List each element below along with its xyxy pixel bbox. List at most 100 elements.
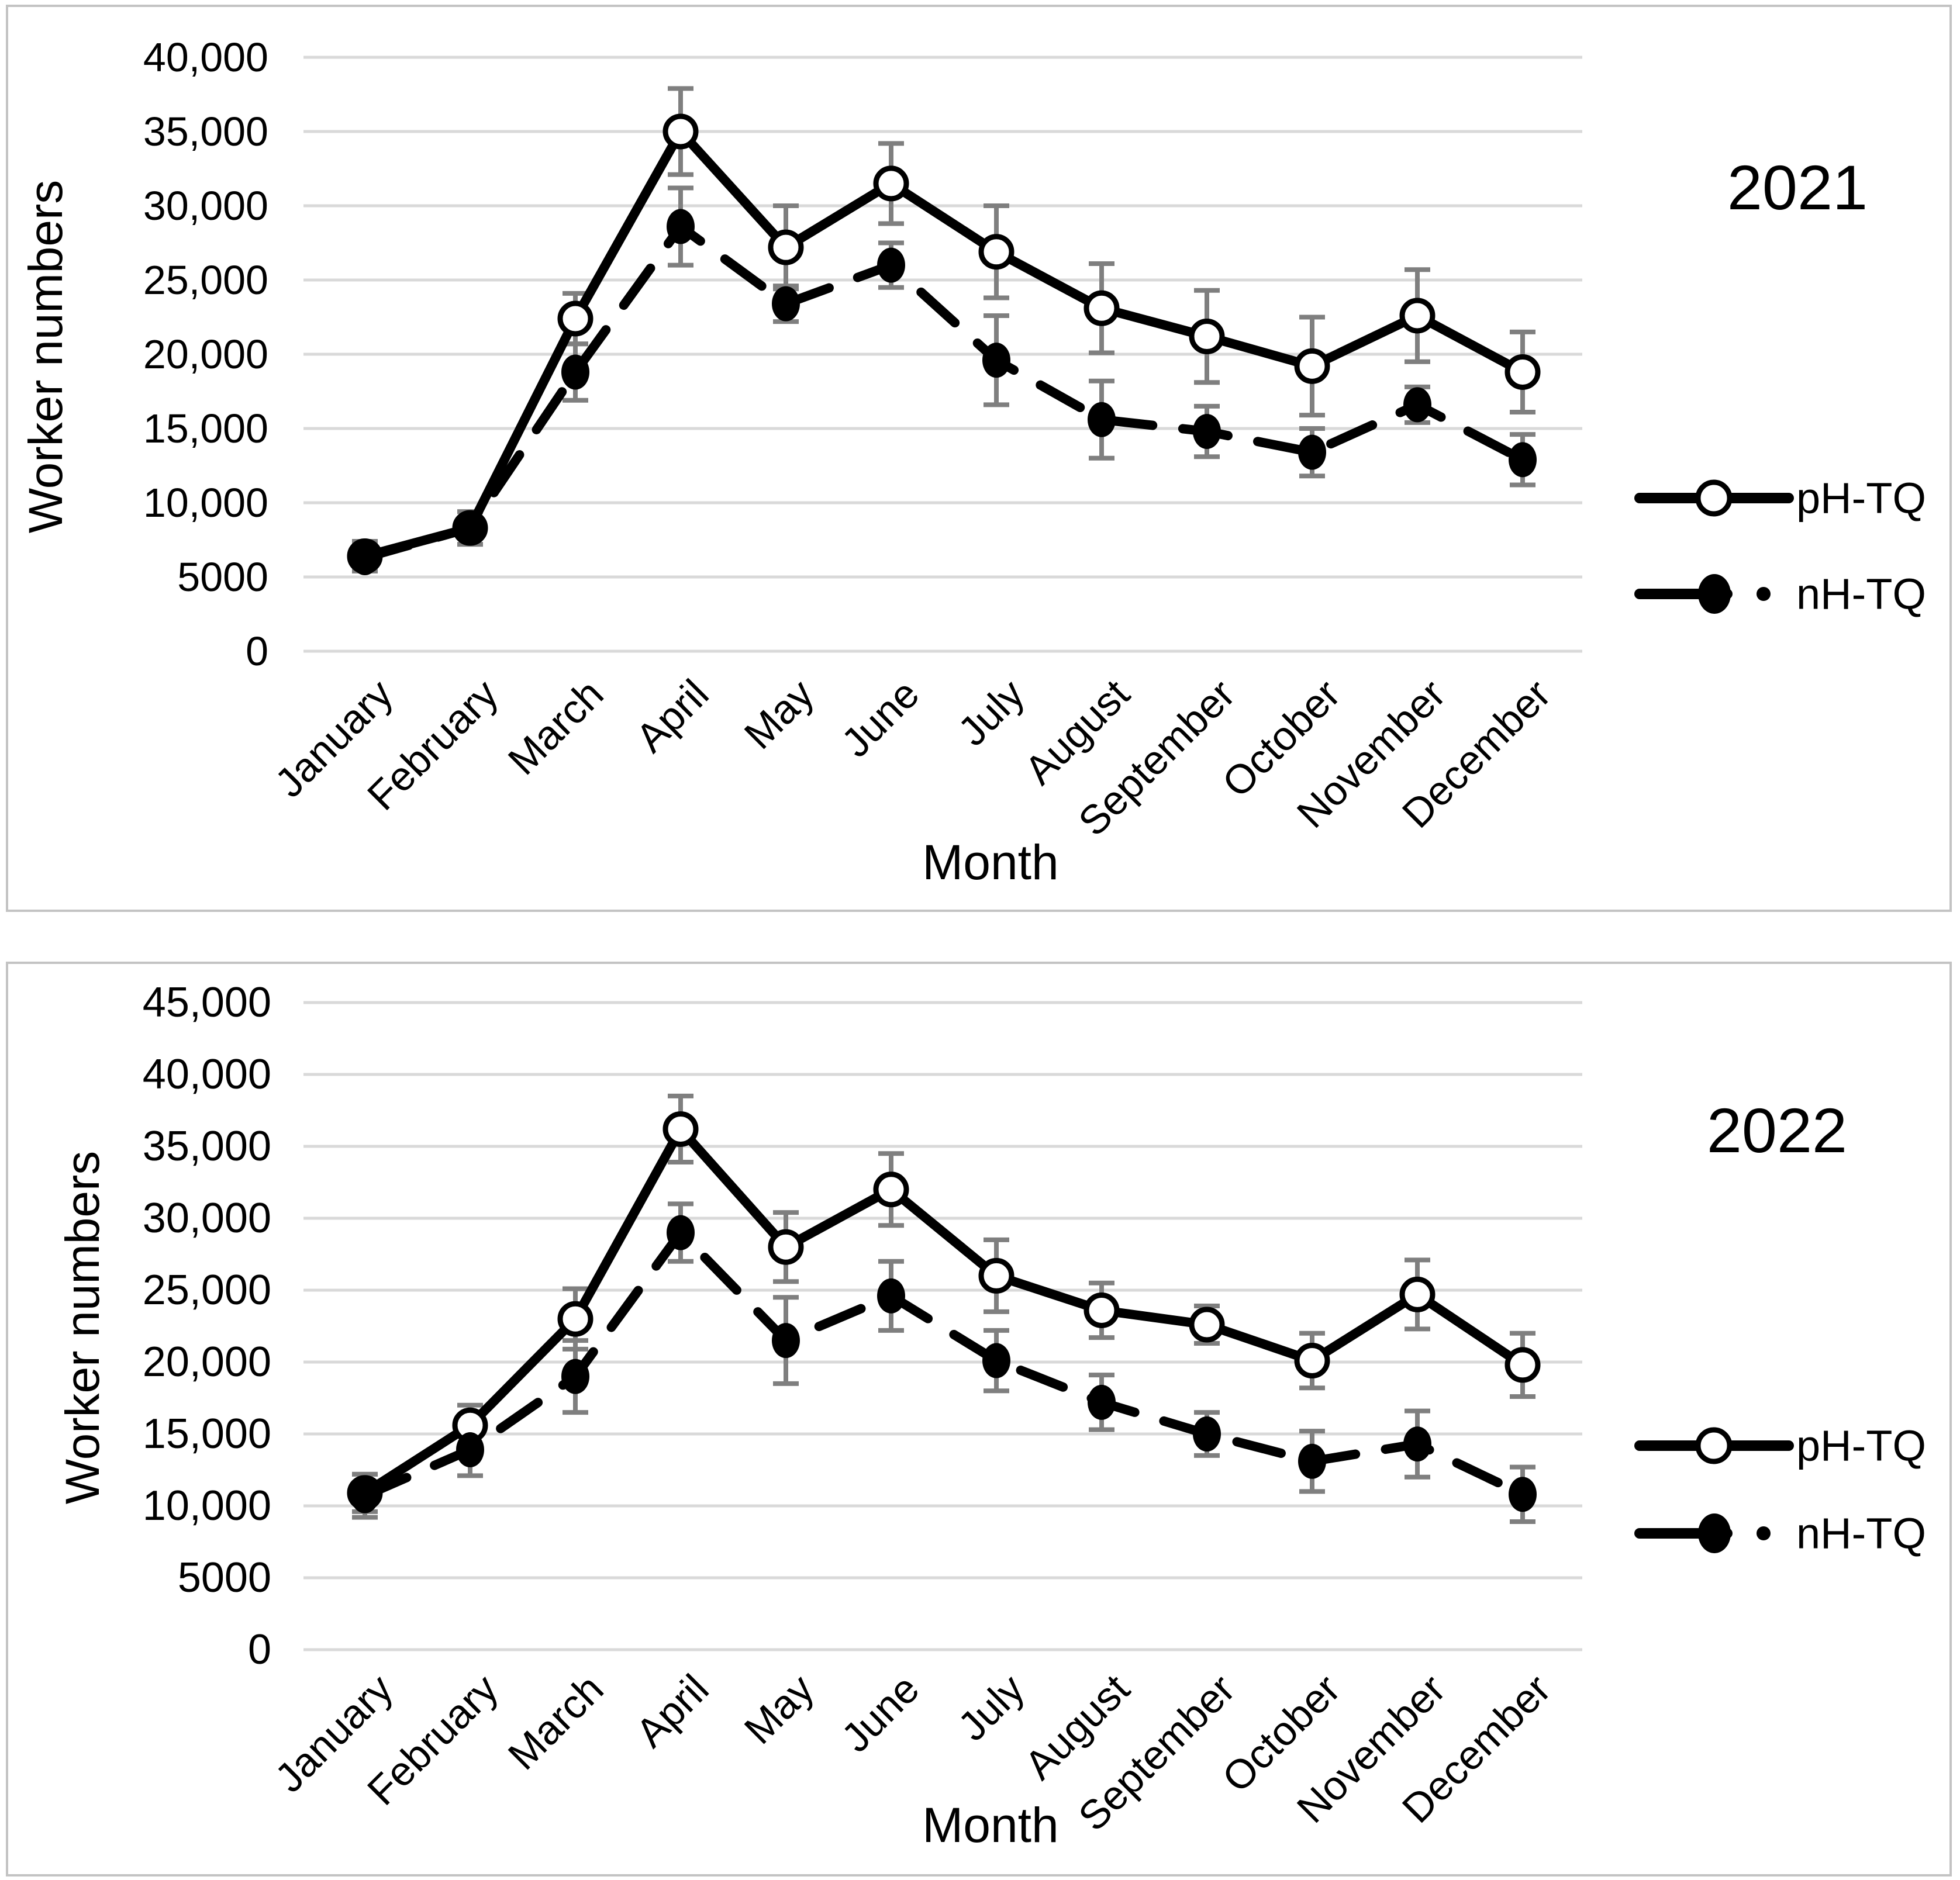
marker-filled-circle [667,209,695,244]
ytick-label: 20,000 [143,331,268,377]
marker-open-circle [873,1171,909,1208]
marker-filled-circle [456,1432,484,1468]
legend-marker-filled-circle [1698,1513,1731,1553]
marker-filled-circle [772,1323,800,1359]
ytick-label: 20,000 [143,1339,271,1385]
month-label: July [949,671,1033,754]
series-line-nh [360,222,1527,562]
marker-open-circle [557,1301,593,1337]
month-label: June [833,1665,927,1760]
legend-marker-open-circle [1695,1427,1733,1464]
ytick-label: 30,000 [143,183,268,229]
month-label: March [499,1665,612,1778]
marker-open-circle [768,229,804,265]
marker-open-circle [1504,354,1541,390]
marker-open-circle [1294,1343,1330,1379]
ytick-label: 25,000 [143,1267,271,1314]
month-label: May [736,671,823,758]
legend-label-nh: nH-TQ [1796,1509,1926,1558]
marker-open-circle [1189,319,1225,355]
marker-filled-circle [561,1359,589,1394]
ytick-label: 0 [246,628,268,674]
chart-2021: 40,000 35,000 30,000 25,000 20,000 15,000 10,0… [19,34,1926,890]
marker-filled-circle [772,286,800,322]
legend-item-nh: nH-TQ [1634,1509,1926,1558]
marker-open-circle [1399,298,1436,334]
marker-filled-circle [877,1278,905,1314]
marker-open-circle [1189,1307,1225,1343]
legend-label-nh: nH-TQ [1796,570,1926,618]
marker-filled-circle [1193,414,1221,450]
month-label: April [627,1665,717,1755]
legend-marker-open-circle [1695,479,1733,517]
y-axis-title: Worker numbers [19,180,73,534]
marker-filled-circle [1509,1477,1537,1512]
legend-item-ph: pH-TQ [1634,474,1926,523]
chart-2022: 45,000 40,000 35,000 30,000 25,000 20,000 15,0… [56,979,1926,1853]
series-line-ph [360,1124,1527,1498]
year-label: 2021 [1727,152,1868,223]
marker-filled-circle [1298,1443,1326,1479]
marker-filled-circle [1298,434,1326,470]
series-line-nh [360,1228,1527,1501]
marker-open-circle [662,1111,699,1147]
marker-open-circle [978,1257,1014,1294]
marker-filled-circle [1088,1384,1116,1420]
ytick-label: 25,000 [143,257,268,303]
ytick-label: 15,000 [143,1411,271,1457]
ytick-label: 5000 [178,1554,271,1601]
ytick-label: 30,000 [143,1195,271,1242]
ytick-label: 35,000 [143,109,268,154]
x-axis-title: Month [922,835,1058,890]
ytick-label: 35,000 [143,1123,271,1170]
chart-panel-2022: 45,000 40,000 35,000 30,000 25,000 20,000 15,0… [6,962,1952,1876]
marker-filled-circle [1193,1416,1221,1452]
marker-open-circle [662,113,699,150]
legend-item-nh: nH-TQ [1634,570,1926,618]
marker-open-circle [1504,1347,1541,1383]
ytick-label: 15,000 [143,406,268,451]
legend-marker-filled-circle [1698,574,1731,614]
ytick-label: 40,000 [143,34,268,80]
legend-dash-dot [1757,587,1771,601]
marker-open-circle [978,234,1014,270]
marker-open-circle [768,1229,804,1265]
ytick-label: 0 [248,1626,271,1673]
marker-filled-circle [561,354,589,390]
marker-filled-circle [982,343,1010,378]
ytick-label: 5000 [177,554,268,600]
marker-filled-circle [456,510,484,546]
legend-label-ph: pH-TQ [1796,474,1926,523]
legend-dash-dot [1757,1526,1771,1540]
marker-filled-circle [351,1478,379,1513]
legend-label-ph: pH-TQ [1796,1422,1926,1470]
year-label: 2022 [1707,1095,1847,1166]
marker-filled-circle [1088,402,1116,437]
legend-item-ph: pH-TQ [1634,1422,1926,1470]
ytick-label: 10,000 [143,480,268,526]
marker-filled-circle [1509,442,1537,478]
marker-filled-circle [1403,387,1431,423]
marker-open-circle [1083,1292,1120,1328]
marker-open-circle [1399,1276,1436,1312]
marker-filled-circle [1403,1426,1431,1462]
marker-filled-circle [351,540,379,575]
month-label: May [736,1665,823,1753]
marker-filled-circle [877,247,905,283]
marker-open-circle [1083,290,1120,326]
month-label: March [499,671,612,783]
ytick-label: 45,000 [143,979,271,1026]
ytick-label: 40,000 [143,1051,271,1098]
month-label: June [833,671,927,765]
marker-filled-circle [982,1343,1010,1378]
ytick-label: 10,000 [143,1482,271,1529]
x-axis-title: Month [922,1798,1058,1853]
month-label: April [627,671,717,761]
chart-panel-2021: 40,000 35,000 30,000 25,000 20,000 15,000 10,0… [6,5,1952,912]
month-label: July [949,1665,1033,1749]
series-line-ph [360,127,1527,561]
marker-open-circle [557,300,593,337]
y-axis-title: Worker numbers [56,1151,109,1505]
marker-filled-circle [667,1215,695,1250]
